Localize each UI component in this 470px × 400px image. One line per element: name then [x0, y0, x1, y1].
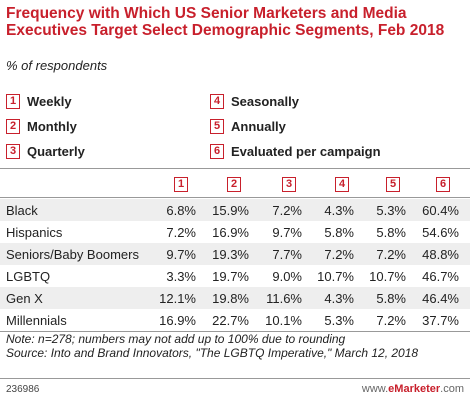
table-row: Gen X 12.1% 19.8% 11.6% 4.3% 5.8% 46.4%: [0, 287, 470, 309]
note-text: Note: n=278; numbers may not add up to 1…: [6, 332, 346, 346]
table-cell: 4.3%: [324, 203, 354, 218]
table-cell: 9.0%: [272, 269, 302, 284]
table-cell: 4.3%: [324, 291, 354, 306]
table-row: Seniors/Baby Boomers 9.7% 19.3% 7.7% 7.2…: [0, 243, 470, 265]
column-header-2: 2: [227, 177, 241, 192]
table-cell: 5.8%: [376, 225, 406, 240]
table-cell: 16.9%: [159, 313, 196, 328]
table-cell: 48.8%: [422, 247, 459, 262]
brand-prefix: www.: [361, 383, 389, 395]
brand-logo: www.eMarketer.com: [362, 383, 464, 395]
table-cell: 6.8%: [166, 203, 196, 218]
legend-number-badge: 6: [210, 144, 224, 159]
table-cell: 10.1%: [265, 313, 302, 328]
table-cell: 7.2%: [166, 225, 196, 240]
row-label: Millennials: [6, 313, 67, 328]
table-cell: 19.8%: [212, 291, 249, 306]
column-header-1: 1: [174, 177, 188, 192]
table-cell: 5.3%: [324, 313, 354, 328]
divider: [0, 168, 470, 169]
table-cell: 12.1%: [159, 291, 196, 306]
table-cell: 5.8%: [376, 291, 406, 306]
legend-label: Weekly: [27, 94, 72, 109]
row-label: Gen X: [6, 291, 43, 306]
chart-title: Frequency with Which US Senior Marketers…: [6, 5, 445, 39]
table-cell: 60.4%: [422, 203, 459, 218]
legend-number-badge: 3: [6, 144, 20, 159]
table-cell: 11.6%: [266, 291, 302, 306]
column-header-5: 5: [386, 177, 400, 192]
table-cell: 54.6%: [422, 225, 459, 240]
row-label: LGBTQ: [6, 269, 51, 284]
legend-label: Evaluated per campaign: [231, 144, 381, 159]
table-cell: 7.7%: [272, 247, 302, 262]
brand-suffix: .com: [440, 383, 464, 395]
table-cell: 5.3%: [376, 203, 406, 218]
table-cell: 37.7%: [422, 313, 459, 328]
legend-item-3: 3 Quarterly: [6, 144, 85, 159]
column-header-4: 4: [335, 177, 349, 192]
divider: [0, 331, 470, 332]
footnote: Note: n=278; numbers may not add up to 1…: [6, 332, 446, 360]
legend: 1 Weekly 2 Monthly 3 Quarterly 4 Seasona…: [6, 94, 466, 164]
table-cell: 7.2%: [376, 247, 406, 262]
table-cell: 10.7%: [317, 269, 354, 284]
table-cell: 7.2%: [376, 313, 406, 328]
legend-label: Quarterly: [27, 144, 85, 159]
legend-item-4: 4 Seasonally: [210, 94, 299, 109]
divider: [0, 378, 470, 379]
row-label: Hispanics: [6, 225, 63, 240]
divider: [0, 197, 470, 198]
brand-name: eMarketer: [388, 383, 441, 395]
table-row: LGBTQ 3.3% 19.7% 9.0% 10.7% 10.7% 46.7%: [0, 265, 470, 287]
row-label: Seniors/Baby Boomers: [6, 247, 139, 262]
table-row: Millennials 16.9% 22.7% 10.1% 5.3% 7.2% …: [0, 309, 470, 331]
legend-label: Monthly: [27, 119, 77, 134]
legend-number-badge: 2: [6, 119, 20, 134]
legend-number-badge: 5: [210, 119, 224, 134]
table-cell: 7.2%: [324, 247, 354, 262]
legend-item-5: 5 Annually: [210, 119, 286, 134]
row-label: Black: [6, 203, 38, 218]
legend-number-badge: 1: [6, 94, 20, 109]
legend-item-2: 2 Monthly: [6, 119, 77, 134]
table-cell: 19.7%: [212, 269, 249, 284]
table-cell: 46.7%: [422, 269, 459, 284]
table-cell: 15.9%: [212, 203, 249, 218]
legend-item-1: 1 Weekly: [6, 94, 72, 109]
table-cell: 10.7%: [369, 269, 406, 284]
table-cell: 3.3%: [166, 269, 196, 284]
chart-subtitle: % of respondents: [6, 58, 108, 73]
column-header-6: 6: [436, 177, 450, 192]
legend-label: Annually: [231, 119, 286, 134]
table-cell: 16.9%: [212, 225, 249, 240]
table-cell: 7.2%: [272, 203, 302, 218]
table-cell: 46.4%: [422, 291, 459, 306]
chart-id: 236986: [6, 384, 40, 395]
legend-item-6: 6 Evaluated per campaign: [210, 144, 381, 159]
table-cell: 9.7%: [166, 247, 196, 262]
legend-label: Seasonally: [231, 94, 299, 109]
table-cell: 5.8%: [324, 225, 354, 240]
table-row: Hispanics 7.2% 16.9% 9.7% 5.8% 5.8% 54.6…: [0, 221, 470, 243]
table-cell: 9.7%: [272, 225, 302, 240]
source-text: Source: Into and Brand Innovators, "The …: [6, 346, 419, 360]
table-cell: 19.3%: [212, 247, 249, 262]
column-header-3: 3: [282, 177, 296, 192]
table-cell: 22.7%: [212, 313, 249, 328]
legend-number-badge: 4: [210, 94, 224, 109]
table-row: Black 6.8% 15.9% 7.2% 4.3% 5.3% 60.4%: [0, 199, 470, 221]
